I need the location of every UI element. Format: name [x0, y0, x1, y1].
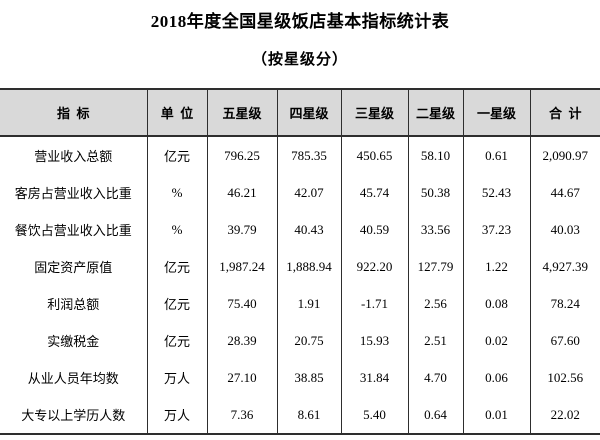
- value-cell: 39.79: [206, 211, 277, 248]
- value-cell: 37.23: [462, 211, 530, 248]
- value-cell: 42.07: [276, 174, 341, 211]
- value-cell: -1.71: [340, 285, 408, 322]
- value-cell: 22.02: [529, 396, 600, 434]
- column-header-4: 三星级: [340, 89, 408, 137]
- value-cell: 52.43: [462, 174, 530, 211]
- value-cell: 78.24: [529, 285, 600, 322]
- value-cell: 33.56: [407, 211, 463, 248]
- value-cell: 50.38: [407, 174, 463, 211]
- value-cell: 0.02: [462, 322, 530, 359]
- value-cell: 0.01: [462, 396, 530, 434]
- value-cell: 31.84: [340, 359, 408, 396]
- unit-cell: 亿元: [146, 136, 207, 174]
- value-cell: 0.06: [462, 359, 530, 396]
- indicator-cell: 固定资产原值: [34, 260, 113, 275]
- value-cell: 2,090.97: [529, 136, 600, 174]
- column-header-2: 五星级: [206, 89, 277, 137]
- table-body: 营业收入总额 亿元 796.25 785.35 450.65 58.10 0.61 2,090…: [0, 136, 600, 434]
- value-cell: 0.64: [407, 396, 463, 434]
- value-cell: 67.60: [529, 322, 600, 359]
- page-title: 2018年度全国星级饭店基本指标统计表: [150, 12, 450, 31]
- value-cell: 796.25: [206, 136, 277, 174]
- column-header-0: 指 标: [0, 89, 147, 137]
- value-cell: 40.43: [276, 211, 341, 248]
- value-cell: 20.75: [276, 322, 341, 359]
- value-cell: 15.93: [340, 322, 408, 359]
- unit-cell: 亿元: [146, 248, 207, 285]
- value-cell: 4,927.39: [529, 248, 600, 285]
- value-cell: 5.40: [340, 396, 408, 434]
- value-cell: 75.40: [206, 285, 277, 322]
- value-cell: 1.22: [462, 248, 530, 285]
- table-row: 从业人员年均数 万人 27.10 38.85 31.84 4.70 0.06 102.56: [0, 359, 600, 396]
- column-header-3: 四星级: [276, 89, 341, 137]
- value-cell: 7.36: [206, 396, 277, 434]
- unit-cell: 亿元: [146, 285, 207, 322]
- value-cell: 40.03: [529, 211, 600, 248]
- indicator-cell: 客房占营业收入比重: [14, 186, 132, 201]
- indicator-cell: 实缴税金: [47, 334, 100, 349]
- column-header-6: 一星级: [462, 89, 530, 137]
- column-header-1: 单 位: [146, 89, 207, 137]
- value-cell: 0.61: [462, 136, 530, 174]
- table-row: 固定资产原值 亿元 1,987.24 1,888.94 922.20 127.79 1.22…: [0, 248, 600, 285]
- indicator-cell: 营业收入总额: [34, 149, 113, 164]
- value-cell: 45.74: [340, 174, 408, 211]
- column-header-7: 合 计: [529, 89, 600, 137]
- indicator-cell: 大专以上学历人数: [21, 408, 126, 423]
- unit-cell: 万人: [146, 396, 207, 434]
- table-row: 实缴税金 亿元 28.39 20.75 15.93 2.51 0.02 67.60: [0, 322, 600, 359]
- value-cell: 38.85: [276, 359, 341, 396]
- value-cell: 450.65: [340, 136, 408, 174]
- value-cell: 1,987.24: [206, 248, 277, 285]
- value-cell: 40.59: [340, 211, 408, 248]
- value-cell: 58.10: [407, 136, 463, 174]
- table-row: 利润总额 亿元 75.40 1.91 -1.71 2.56 0.08 78.24: [0, 285, 600, 322]
- value-cell: 922.20: [340, 248, 408, 285]
- column-header-5: 二星级: [407, 89, 463, 137]
- value-cell: 46.21: [206, 174, 277, 211]
- value-cell: 4.70: [407, 359, 463, 396]
- unit-cell: 亿元: [146, 322, 207, 359]
- indicator-cell: 从业人员年均数: [27, 371, 119, 386]
- value-cell: 102.56: [529, 359, 600, 396]
- indicator-cell: 利润总额: [47, 297, 100, 312]
- table-row: 营业收入总额 亿元 796.25 785.35 450.65 58.10 0.61 2,090…: [0, 136, 600, 174]
- page-subtitle: （按星级分）: [251, 52, 348, 68]
- unit-cell: %: [146, 211, 207, 248]
- value-cell: 127.79: [407, 248, 463, 285]
- value-cell: 27.10: [206, 359, 277, 396]
- table-row: 大专以上学历人数 万人 7.36 8.61 5.40 0.64 0.01 22.02: [0, 396, 600, 434]
- statistics-table: 指 标单 位五星级 四星级 三星级 二星级 一星级合 计 营业收入总额 亿元 796.25 7…: [0, 88, 600, 435]
- value-cell: 28.39: [206, 322, 277, 359]
- value-cell: 785.35: [276, 136, 341, 174]
- unit-cell: 万人: [146, 359, 207, 396]
- value-cell: 2.56: [407, 285, 463, 322]
- unit-cell: %: [146, 174, 207, 211]
- value-cell: 1.91: [276, 285, 341, 322]
- indicator-cell: 餐饮占营业收入比重: [14, 223, 132, 238]
- value-cell: 1,888.94: [276, 248, 341, 285]
- value-cell: 2.51: [407, 322, 463, 359]
- table-row: 餐饮占营业收入比重% 39.79 40.43 40.59 33.56 37.23 40.03: [0, 211, 600, 248]
- value-cell: 0.08: [462, 285, 530, 322]
- header-row: 指 标单 位五星级 四星级 三星级 二星级 一星级合 计: [0, 89, 600, 137]
- value-cell: 8.61: [276, 396, 341, 434]
- value-cell: 44.67: [529, 174, 600, 211]
- table-row: 客房占营业收入比重% 46.21 42.07 45.74 50.38 52.43 44.67: [0, 174, 600, 211]
